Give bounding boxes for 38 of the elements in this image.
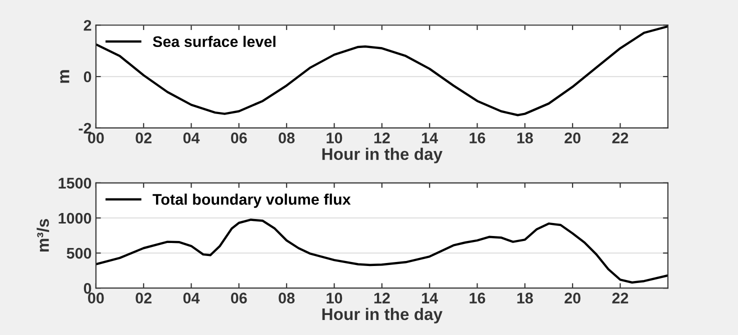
x-tick-label: 06	[231, 132, 247, 144]
x-tick-label: 14	[422, 292, 438, 304]
x-axis-title: Hour in the day	[322, 308, 442, 324]
x-tick-label: 16	[470, 132, 486, 144]
x-tick-label: 02	[136, 292, 152, 304]
y-axis-title: m	[60, 70, 70, 83]
line-series	[96, 218, 668, 284]
x-tick-label: 16	[470, 292, 486, 304]
x-tick-label: 08	[278, 292, 295, 304]
x-tick-label: 18	[517, 132, 533, 144]
x-tick-label: 10	[326, 132, 342, 144]
y-tick-label: -2	[78, 122, 92, 134]
x-tick-label: 12	[374, 292, 390, 304]
x-tick-label: 14	[422, 132, 438, 144]
x-tick-label: 12	[374, 132, 390, 144]
legend-label: Sea surface level	[152, 36, 276, 48]
x-tick-label: 00	[88, 132, 104, 144]
y-tick-label: 500	[66, 248, 92, 259]
x-tick-label: 02	[136, 132, 152, 144]
x-tick-label: 20	[564, 132, 580, 144]
x-tick-label: 06	[231, 292, 247, 304]
x-tick-label: 20	[564, 292, 580, 304]
y-tick-label: 2	[84, 20, 92, 31]
x-tick-label: 08	[278, 132, 295, 144]
legend-label: Total boundary volume flux	[152, 194, 351, 208]
y-tick-label: 0	[84, 282, 92, 294]
x-tick-label: 04	[183, 132, 200, 144]
x-tick-label: 22	[612, 132, 628, 144]
y-tick-label: 1500	[58, 178, 92, 189]
x-tick-label: 22	[612, 292, 628, 304]
x-tick-label: 10	[326, 292, 342, 304]
y-axis-title: m³/s	[36, 219, 50, 252]
y-tick-label: 1000	[58, 212, 92, 224]
y-tick-label: 0	[84, 71, 92, 82]
x-axis-title: Hour in the day	[322, 148, 442, 164]
x-tick-label: 00	[88, 292, 104, 304]
x-tick-label: 18	[517, 292, 533, 304]
x-tick-label: 04	[183, 292, 200, 304]
